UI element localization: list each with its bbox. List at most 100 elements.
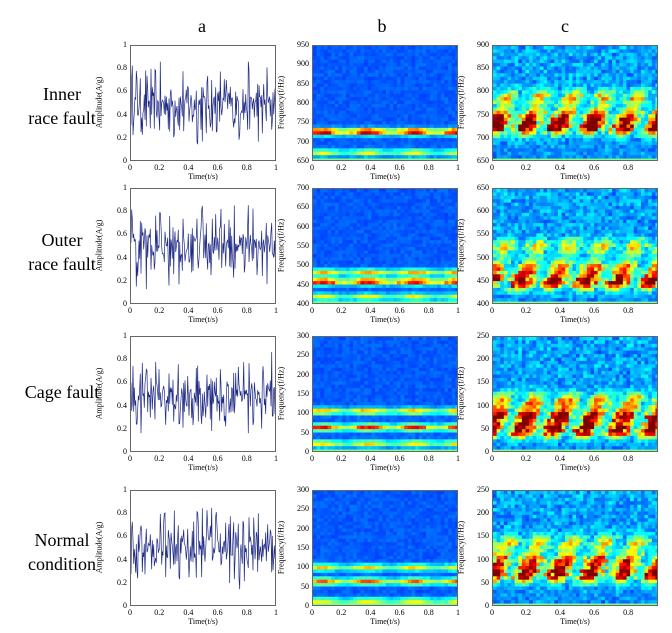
spectrogram-cell	[367, 212, 372, 217]
spectrogram-cell	[644, 104, 649, 108]
spectrogram-cell	[440, 260, 445, 265]
spectrogram-cell	[389, 195, 394, 200]
spectrogram-cell	[514, 216, 519, 221]
spectrogram-cell	[356, 117, 361, 122]
spectrogram-cell	[338, 117, 343, 122]
spectrogram-cell	[404, 281, 409, 286]
spectrogram-cell	[547, 76, 552, 81]
spectrogram-cell	[448, 83, 453, 88]
spectrogram-cell	[493, 63, 498, 67]
spectrogram-cell	[615, 138, 620, 143]
spectrogram-cell	[601, 66, 606, 71]
spectrogram-cell	[525, 110, 530, 115]
spectrogram-cell	[550, 73, 555, 78]
spectrogram-cell	[407, 66, 413, 71]
spectrogram-cell	[496, 86, 501, 91]
spectrogram-cell	[386, 69, 391, 74]
spectrogram-cell	[378, 151, 383, 156]
spectrogram-cell	[557, 83, 563, 88]
spectrogram-cell	[518, 209, 523, 214]
spectrogram-cell	[320, 66, 325, 71]
spectrogram-cell	[622, 148, 628, 153]
x-tick-label: 0.2	[521, 163, 532, 172]
spectrogram-cell	[455, 63, 457, 67]
spectrogram-cell	[586, 80, 591, 85]
spectrogram-cell	[334, 294, 340, 299]
spectrogram-cell	[433, 202, 438, 207]
spectrogram-cell	[323, 56, 329, 61]
spectrogram-cell	[644, 223, 649, 228]
spectrogram-cell	[557, 69, 563, 74]
spectrogram-cell	[518, 233, 523, 238]
spectrogram-cell	[518, 63, 523, 67]
spectrogram-cell	[572, 107, 577, 112]
spectrogram-cell	[349, 131, 354, 136]
spectrogram-cell	[518, 141, 523, 146]
spectrogram-cell	[316, 56, 321, 61]
spectrogram-cell	[440, 59, 445, 64]
spectrogram-cell	[455, 148, 457, 153]
spectrogram-cell	[594, 134, 599, 139]
spectrogram-cell	[353, 209, 358, 214]
spectrogram-cell	[568, 144, 573, 149]
spectrogram-cell	[597, 219, 602, 224]
spectrogram-cell	[444, 267, 449, 272]
spectrogram-cell	[521, 114, 526, 119]
spectrogram-cell	[400, 155, 405, 160]
spectrogram-cell	[418, 223, 423, 228]
y-tick-label: 0.4	[117, 109, 127, 119]
spectrogram-cell	[644, 127, 649, 132]
spectrogram-cell	[568, 141, 573, 146]
spectrogram-cell	[561, 90, 566, 95]
spectrogram-cell	[451, 216, 456, 221]
spectrogram-cell	[561, 189, 566, 193]
spectrogram-cell	[316, 117, 321, 122]
spectrogram-cell	[594, 138, 599, 143]
spectrogram-cell	[422, 226, 427, 231]
spectrogram-cell	[608, 229, 613, 234]
spectrogram-cell	[633, 134, 638, 139]
spectrogram-cell	[415, 247, 420, 251]
spectrogram-cell	[568, 63, 573, 67]
spectrogram-cell	[396, 100, 402, 105]
spectrogram-cell	[601, 117, 606, 122]
spectrogram-cell	[429, 301, 434, 303]
spectrogram-cell	[507, 63, 512, 67]
spectrogram-cell	[411, 267, 416, 272]
spectrogram-cell	[572, 49, 577, 54]
spectrogram-cell	[503, 148, 508, 153]
spectrogram-cell	[622, 141, 628, 146]
spectrogram-cell	[331, 104, 336, 108]
spectrogram-cell	[411, 121, 416, 125]
spectrogram-cell	[451, 240, 456, 245]
spectrogram-cell	[597, 138, 602, 143]
x-tick-label: 0.2	[336, 306, 347, 315]
spectrogram-cell	[514, 158, 519, 160]
spectrogram-cell	[539, 138, 545, 143]
spectrogram-cell	[448, 226, 453, 231]
spectrogram-cell	[415, 219, 420, 224]
spectrogram-cell	[389, 236, 394, 241]
spectrogram-cell	[655, 114, 657, 119]
spectrogram-cell	[608, 117, 613, 122]
spectrogram-cell	[518, 127, 523, 132]
spectrogram-cell	[572, 209, 577, 214]
spectrogram-cell	[367, 83, 372, 88]
spectrogram-cell	[583, 219, 588, 224]
spectrogram-cell	[338, 56, 343, 61]
spectrogram-cell	[543, 131, 548, 136]
spectrogram-cell	[557, 212, 563, 217]
spectrogram-cell	[521, 229, 526, 234]
spectrogram-cell	[572, 69, 577, 74]
spectrogram-cell	[437, 158, 442, 160]
spectrogram-cell	[426, 138, 431, 143]
spectrogram-cell	[316, 124, 321, 129]
spectrogram-cell	[572, 52, 577, 57]
spectrogram-cell	[334, 134, 340, 139]
spectrogram-cell	[382, 131, 387, 136]
spectrogram-cell	[455, 287, 457, 292]
spectrogram-cell	[451, 66, 456, 71]
spectrogram-cell	[313, 206, 318, 210]
spectrogram-cell	[448, 52, 453, 57]
spectrogram-cell	[426, 189, 431, 193]
